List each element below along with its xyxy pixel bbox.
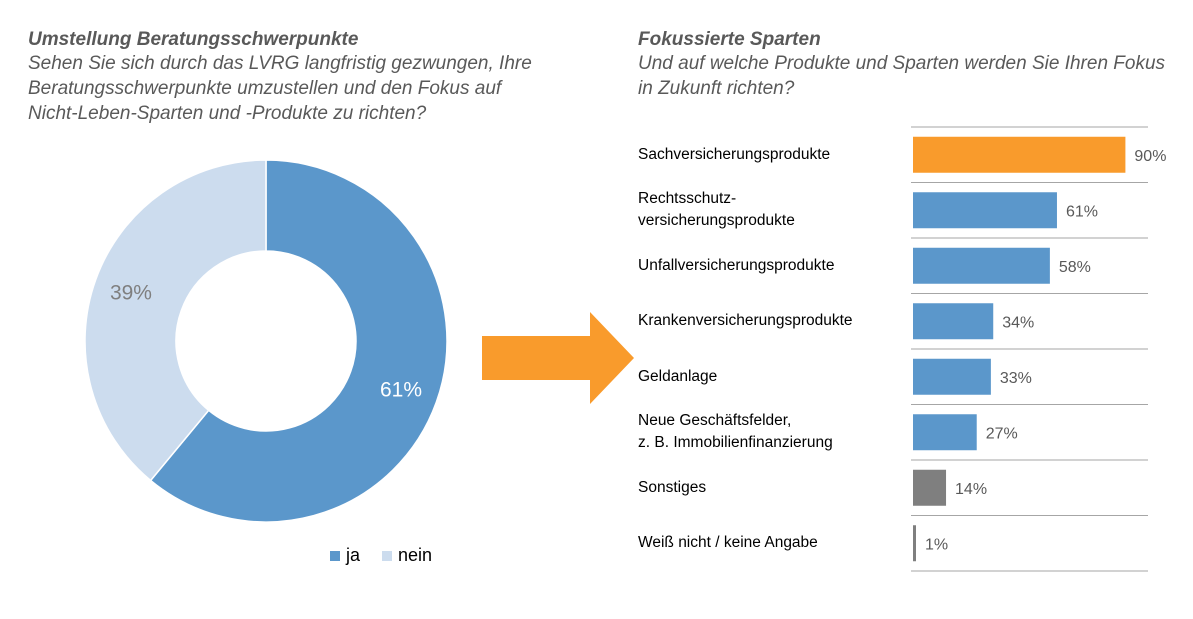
category-label-6: Sonstiges [638,477,706,499]
bar-value-label-4: 33% [1000,370,1032,387]
category-label-line: Sonstiges [638,478,707,496]
donut-slice-nein [84,159,267,482]
bar-6 [913,469,947,506]
category-label-5: Neue Geschäftsfelder, z. B. Immobilienfin… [638,410,833,454]
category-label-4: Geldanlage [638,366,717,388]
legend-label-ja: ja [346,545,361,565]
donut-slice-ja [149,159,448,523]
category-label-0: Sachversicherungsprodukte [638,144,830,166]
legend-item-nein: nein [382,545,432,566]
category-label-3: Krankenversicherungsprodukte [638,310,853,332]
bar-1 [913,192,1057,229]
category-label-1: Rechtsschutz-versicherungsprodukte [638,188,795,232]
category-label-line: Neue Geschäftsfelder, [638,412,792,430]
bar-value-label-2: 58% [1059,259,1091,276]
donut-chart-question: Sehen Sie sich durch das LVRG langfristi… [28,53,532,124]
bar-chart-plot: 90% 61% 58% 34% 33% 27% 14% 1% [911,126,1166,572]
category-label-7: Weiß nicht / keine Angabe [638,532,818,554]
legend-item-ja: ja [330,545,360,566]
bar-chart-title: Fokussierte Sparten [638,29,821,50]
category-label-line: Krankenversicherungsprodukte [638,312,853,330]
category-label-2: Unfallversicherungsprodukte [638,255,834,277]
category-label-line: Rechtsschutz- [638,190,737,208]
bar-4 [913,358,991,395]
bar-2 [913,247,1050,284]
bar-chart-question: Und auf welche Produkte und Sparten werd… [638,53,1166,99]
bar-chart: 90% 61% 58% 34% 33% 27% 14% 1% Sachversicherung… [620,120,1180,590]
bar-0 [913,136,1126,173]
bar-value-label-0: 90% [1134,148,1166,165]
bar-value-label-7: 1% [925,536,948,553]
bar-value-label-6: 14% [955,481,987,498]
category-label-line: Sachversicherungsprodukte [638,145,831,163]
bar-value-label-1: 61% [1066,203,1098,220]
category-label-line: Unfallversicherungsprodukte [638,256,835,274]
donut-label-ja: 61% [380,379,422,402]
donut-label-nein: 39% [110,281,152,304]
legend-label-nein: nein [398,545,433,565]
arrow-right-icon [482,312,634,404]
category-label-line: Geldanlage [638,367,718,385]
category-label-line: Weiß nicht / keine Angabe [638,534,818,552]
bar-value-label-5: 27% [986,425,1018,442]
legend-swatch-nein [382,550,393,561]
donut-chart: 61% 39% [84,159,448,523]
category-label-line: z. B. Immobilienfinanzierung [638,434,833,452]
bar-5 [913,414,977,451]
donut-legend: ja nein [330,545,432,566]
donut-chart-title: Umstellung Beratungsschwerpunkte [28,29,359,50]
bar-value-label-3: 34% [1002,314,1034,331]
arrow-shape [482,312,634,404]
legend-swatch-ja [330,550,340,561]
bar-3 [913,303,994,340]
bar-7 [913,525,916,562]
category-label-line: versicherungsprodukte [638,212,795,230]
